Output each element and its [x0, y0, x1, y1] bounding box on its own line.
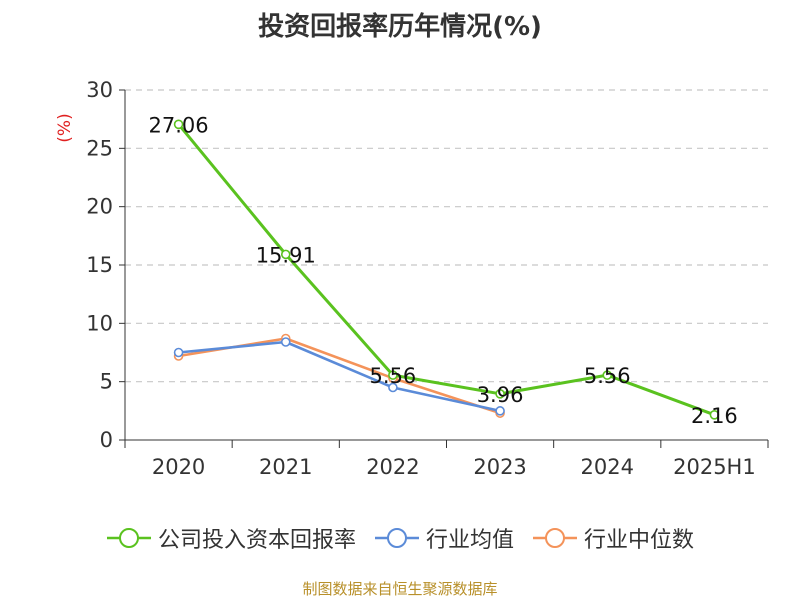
legend-marker — [545, 528, 565, 548]
data-source-note: 制图数据来自恒生聚源数据库 — [302, 580, 498, 598]
legend-item: 行业均值 — [374, 522, 514, 554]
data-point — [388, 382, 398, 393]
x-tick-label: 2021 — [259, 455, 312, 479]
axes: 0 5 10 15 20 25 30 (%) 2020 2021 2022 2023 2024 2025H… — [55, 78, 769, 479]
legend-swatch-icon — [533, 528, 577, 548]
data-point — [173, 119, 184, 130]
legend-item: 行业中位数 — [532, 522, 694, 554]
series-line — [177, 123, 715, 417]
legend-swatch-icon — [374, 528, 419, 548]
legend-item: 公司投入资本回报率 — [106, 522, 356, 554]
data-label: 27.06 — [149, 113, 209, 137]
y-tick-label: 10 — [86, 311, 113, 335]
series-line — [178, 340, 501, 413]
y-tick-label: 30 — [86, 78, 113, 102]
data-label: 5.56 — [584, 364, 631, 388]
legend-label: 行业中位数 — [584, 528, 695, 553]
data-label: 3.96 — [477, 383, 524, 407]
y-axis-unit-label: (%) — [55, 113, 75, 142]
data-point — [173, 347, 184, 358]
legend-label: 公司投入资本回报率 — [157, 528, 356, 553]
legend-swatch-icon — [106, 528, 151, 548]
y-tick-label: 20 — [86, 195, 113, 219]
gridlines — [125, 89, 768, 383]
chart-title: 投资回报率历年情况(%) — [258, 12, 542, 42]
series-line — [178, 337, 501, 415]
y-tick-label: 15 — [86, 253, 113, 277]
legend-marker — [118, 528, 139, 548]
legend-label: 行业均值 — [425, 528, 514, 553]
x-tick-label: 2023 — [473, 455, 526, 479]
x-tick-label: 2025H1 — [673, 455, 756, 479]
data-label: 5.56 — [370, 364, 417, 388]
data-point — [280, 249, 291, 260]
legend: 公司投入资本回报率 行业均值 行业中位数 — [0, 520, 800, 556]
data-point — [495, 406, 505, 416]
data-point — [495, 388, 505, 399]
series-lines — [173, 119, 720, 420]
data-labels: 27.06 15.91 5.56 3.96 5.56 2.16 — [149, 113, 738, 428]
data-label: 2.16 — [691, 404, 738, 428]
y-tick-label: 5 — [100, 370, 113, 394]
data-point — [602, 370, 613, 380]
y-tick-label: 25 — [86, 136, 113, 160]
x-tick-label: 2020 — [152, 455, 205, 479]
x-tick-label: 2022 — [366, 455, 419, 479]
data-point — [388, 370, 398, 380]
data-label: 15.91 — [256, 243, 316, 267]
legend-marker — [386, 528, 407, 548]
y-tick-label: 0 — [100, 428, 113, 452]
x-tick-label: 2024 — [581, 455, 634, 479]
data-point — [709, 409, 720, 420]
data-point — [280, 337, 291, 347]
